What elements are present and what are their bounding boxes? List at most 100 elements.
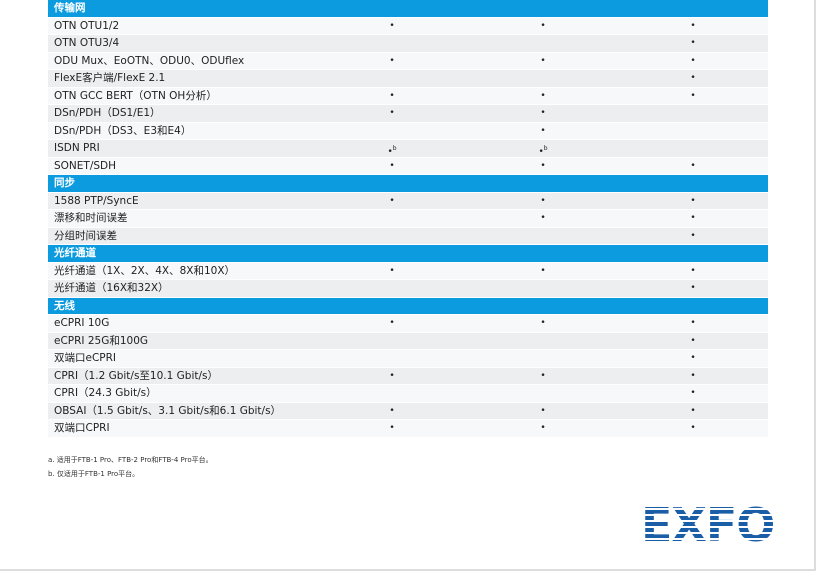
footnote: b. 仅适用于FTB-1 Pro平台。	[48, 470, 140, 478]
support-mark: •	[690, 90, 696, 101]
table-row: ODU Mux、EoOTN、ODU0、ODUflex • • •	[48, 52, 768, 70]
support-mark: •	[690, 370, 696, 381]
row-label: 分组时间误差	[54, 229, 117, 242]
row-label: 双端口CPRI	[54, 422, 110, 434]
table-row: OTN GCC BERT（OTN OH分析） • • •	[48, 87, 768, 105]
support-mark: •	[540, 20, 546, 31]
support-mark: •	[690, 353, 696, 363]
footnote: a. 适用于FTB-1 Pro、FTB-2 Pro和FTB-4 Pro平台。	[48, 456, 213, 464]
support-mark: •	[690, 388, 696, 398]
table-row: SONET/SDH • • •	[48, 157, 768, 175]
table-row: 双端口CPRI • • •	[48, 420, 768, 438]
support-mark: •	[389, 265, 395, 276]
support-mark: •	[690, 160, 696, 171]
table-row: 分组时间误差 •	[48, 227, 768, 245]
row-label: DSn/PDH（DS3、E3和E4）	[54, 124, 192, 137]
row-label: OTN OTU1/2	[54, 19, 120, 32]
support-mark: •	[389, 370, 395, 381]
support-mark: •	[389, 160, 395, 171]
row-label: CPRI（1.2 Gbit/s至10.1 Gbit/s）	[54, 369, 218, 382]
support-mark: •	[690, 195, 696, 206]
support-mark: •	[389, 55, 395, 66]
support-mark: •	[389, 108, 395, 118]
row-label: eCPRI 25G和100G	[54, 334, 149, 347]
section-header: 光纤通道	[48, 245, 768, 263]
support-mark: •	[690, 283, 696, 293]
row-label: eCPRI 10G	[54, 317, 110, 329]
support-mark: •	[540, 125, 546, 136]
row-label: 光纤通道（16X和32X）	[54, 282, 169, 294]
row-label: OTN OTU3/4	[54, 37, 120, 49]
support-mark: •	[389, 20, 395, 31]
table-row: CPRI（1.2 Gbit/s至10.1 Gbit/s） • • •	[48, 367, 768, 385]
table-row: 双端口eCPRI •	[48, 350, 768, 368]
table-row: ISDN PRI •b •b	[48, 140, 768, 158]
support-mark: •	[540, 108, 546, 118]
table-row: 光纤通道（1X、2X、4X、8X和10X） • • •	[48, 262, 768, 280]
section-header: 无线	[48, 297, 768, 315]
row-label: SONET/SDH	[54, 159, 117, 172]
table-row: OTN OTU1/2 • • •	[48, 17, 768, 35]
support-mark: •	[389, 318, 395, 328]
table-row: 1588 PTP/SyncE • • •	[48, 192, 768, 210]
section-title: 光纤通道	[54, 247, 96, 259]
table-row: FlexE客户端/FlexE 2.1 •	[48, 70, 768, 88]
support-mark: •	[540, 55, 546, 66]
table-row: CPRI（24.3 Gbit/s） •	[48, 385, 768, 403]
section-header: 同步	[48, 175, 768, 193]
support-mark: •	[540, 423, 546, 433]
row-label: 光纤通道（1X、2X、4X、8X和10X）	[54, 264, 236, 277]
support-mark: •b	[387, 141, 397, 160]
row-label: CPRI（24.3 Gbit/s）	[54, 387, 157, 399]
mark: •	[387, 147, 393, 157]
support-mark: •	[540, 265, 546, 276]
row-label: FlexE客户端/FlexE 2.1	[54, 72, 166, 84]
support-mark: •	[690, 73, 696, 83]
table-row: 光纤通道（16X和32X） •	[48, 280, 768, 298]
row-label: 双端口eCPRI	[54, 352, 117, 364]
section-title: 无线	[54, 299, 75, 312]
section-title: 同步	[54, 177, 75, 189]
logo: EXFO	[641, 498, 775, 552]
support-mark: •	[690, 265, 696, 276]
support-mark: •	[690, 335, 696, 346]
support-mark: •	[690, 55, 696, 66]
row-label: 漂移和时间误差	[54, 212, 128, 224]
frame	[0, 569, 816, 571]
section-header: 传输网	[48, 0, 768, 18]
row-label: ISDN PRI	[54, 142, 100, 154]
table-row: OTN OTU3/4 •	[48, 35, 768, 53]
support-mark: •b	[538, 141, 548, 160]
row-label: OBSAI（1.5 Gbit/s、3.1 Gbit/s和6.1 Gbit/s）	[54, 404, 282, 417]
support-mark: •	[690, 405, 696, 416]
footnote-ref: b	[543, 145, 548, 152]
support-mark: •	[690, 38, 696, 48]
support-mark: •	[540, 318, 546, 328]
support-mark: •	[540, 370, 546, 381]
table-row: 漂移和时间误差 • •	[48, 210, 768, 228]
row-label: 1588 PTP/SyncE	[54, 194, 139, 207]
support-mark: •	[540, 90, 546, 101]
support-mark: •	[540, 405, 546, 416]
support-mark: •	[690, 230, 696, 241]
table-row: eCPRI 10G • • •	[48, 315, 768, 333]
support-mark: •	[690, 213, 696, 223]
support-mark: •	[540, 160, 546, 171]
feature-table: 传输网 OTN OTU1/2 • • • OTN OTU3/4 • ODU Mux、EoOTN…	[48, 0, 768, 438]
support-mark: •	[389, 405, 395, 416]
row-label: DSn/PDH（DS1/E1）	[54, 107, 161, 119]
row-label: ODU Mux、EoOTN、ODU0、ODUflex	[54, 54, 245, 67]
support-mark: •	[540, 195, 546, 206]
table-row: DSn/PDH（DS3、E3和E4） •	[48, 122, 768, 140]
table-row: eCPRI 25G和100G •	[48, 332, 768, 350]
support-mark: •	[389, 90, 395, 101]
footnote-ref: b	[392, 145, 397, 152]
frame	[814, 0, 816, 571]
support-mark: •	[690, 423, 696, 433]
table-row: DSn/PDH（DS1/E1） • •	[48, 105, 768, 123]
support-mark: •	[690, 318, 696, 328]
section-title: 传输网	[54, 2, 86, 14]
support-mark: •	[389, 195, 395, 206]
support-mark: •	[389, 423, 395, 433]
